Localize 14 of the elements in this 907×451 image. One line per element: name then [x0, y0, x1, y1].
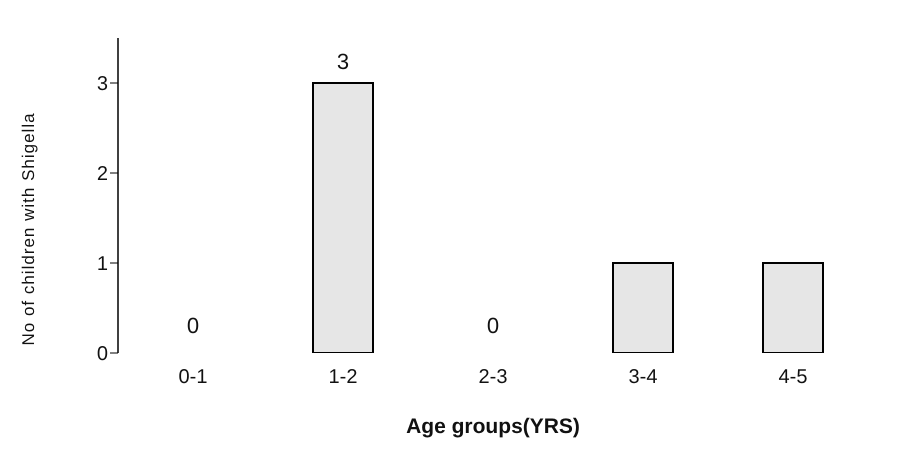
data-label: 0: [186, 313, 200, 338]
x-axis-title: Age groups(YRS): [406, 415, 580, 438]
x-tick-label: 0-1: [178, 366, 208, 388]
y-tick-label: 2: [96, 163, 108, 186]
y-tick-label: 3: [96, 73, 108, 96]
x-tick-label: 2-3: [478, 366, 508, 388]
y-tick-label: 1: [96, 253, 108, 276]
data-label: 0: [486, 313, 500, 338]
x-tick-label: 3-4: [628, 366, 658, 388]
data-label: 3: [336, 49, 350, 74]
y-axis-title: No of children with Shigella: [19, 112, 38, 346]
x-tick-label: 4-5: [778, 366, 808, 388]
y-tick-label: 0: [96, 343, 108, 366]
x-tick-label: 1-2: [328, 366, 358, 388]
